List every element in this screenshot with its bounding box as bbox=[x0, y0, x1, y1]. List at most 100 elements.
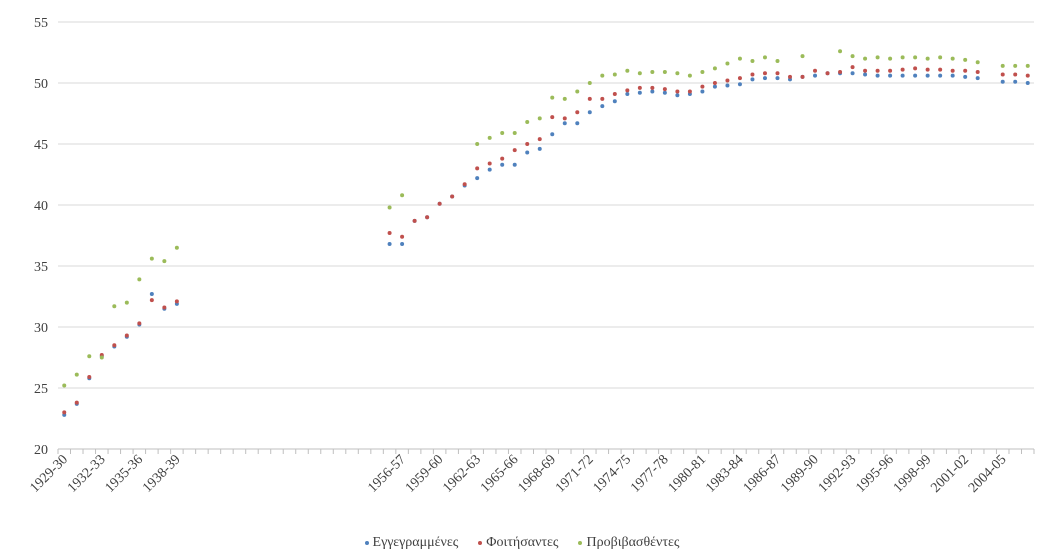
data-point bbox=[137, 277, 142, 282]
legend-label-promoted: Προβιβασθέντες bbox=[586, 535, 680, 550]
data-point bbox=[1025, 73, 1030, 78]
y-tick-labels: 20 25 30 35 40 45 50 55 bbox=[34, 16, 48, 458]
data-point bbox=[888, 56, 893, 61]
legend-item-attended: Φοιτήσαντες bbox=[478, 535, 558, 551]
data-point bbox=[537, 137, 542, 142]
y-tick-label: 25 bbox=[34, 382, 48, 397]
data-point bbox=[838, 70, 843, 75]
data-point bbox=[87, 354, 92, 359]
x-tick-label: 1983-84 bbox=[703, 452, 747, 496]
data-point bbox=[550, 95, 555, 100]
data-point bbox=[825, 71, 830, 76]
data-point bbox=[537, 146, 542, 151]
data-point bbox=[712, 66, 717, 71]
data-point bbox=[675, 71, 680, 76]
legend-label-enrolled: Εγγεγραμμένες bbox=[372, 535, 459, 550]
data-point bbox=[99, 355, 104, 360]
legend: Εγγεγραμμένες Φοιτήσαντες Προβιβασθέντες bbox=[0, 532, 1044, 554]
data-point bbox=[562, 116, 567, 121]
data-point bbox=[387, 242, 392, 247]
data-point bbox=[913, 55, 918, 60]
y-tick-label: 20 bbox=[34, 443, 48, 458]
data-point bbox=[750, 59, 755, 64]
data-point bbox=[838, 49, 843, 54]
x-tick-label: 1962-63 bbox=[440, 452, 484, 496]
data-point bbox=[875, 73, 880, 78]
data-point bbox=[487, 161, 492, 166]
data-point bbox=[149, 298, 154, 303]
data-point bbox=[612, 72, 617, 77]
data-point bbox=[1000, 72, 1005, 77]
data-point bbox=[938, 67, 943, 72]
data-point bbox=[875, 55, 880, 60]
data-point bbox=[174, 245, 179, 250]
data-point bbox=[500, 131, 505, 136]
data-point bbox=[750, 77, 755, 82]
data-point bbox=[587, 96, 592, 101]
data-point bbox=[612, 99, 617, 104]
data-point bbox=[662, 70, 667, 75]
x-tick-label: 1992-93 bbox=[816, 452, 860, 496]
data-point bbox=[888, 68, 893, 73]
data-point bbox=[575, 89, 580, 94]
data-point bbox=[775, 71, 780, 76]
data-point bbox=[600, 96, 605, 101]
data-point bbox=[462, 182, 467, 187]
data-point bbox=[1000, 79, 1005, 84]
x-tick-label: 1971-72 bbox=[553, 452, 597, 496]
data-point bbox=[813, 73, 818, 78]
data-point bbox=[525, 150, 530, 155]
data-point bbox=[500, 156, 505, 161]
data-point bbox=[737, 82, 742, 87]
data-point bbox=[137, 321, 142, 326]
y-tick-label: 50 bbox=[34, 77, 48, 92]
legend-item-promoted: Προβιβασθέντες bbox=[578, 535, 679, 551]
legend-marker-enrolled-icon bbox=[364, 541, 369, 545]
data-point bbox=[1013, 72, 1018, 77]
data-point bbox=[500, 162, 505, 167]
legend-item-enrolled: Εγγεγραμμένες bbox=[364, 535, 459, 551]
data-point bbox=[850, 54, 855, 59]
data-point bbox=[650, 70, 655, 75]
x-tick-label: 1956-57 bbox=[365, 452, 409, 496]
x-tick-label: 1968-69 bbox=[515, 452, 559, 496]
x-tick-label: 1977-78 bbox=[628, 452, 672, 496]
data-point bbox=[913, 73, 918, 78]
data-points bbox=[62, 49, 1030, 417]
data-point bbox=[900, 67, 905, 72]
data-point bbox=[87, 375, 92, 380]
data-point bbox=[687, 89, 692, 94]
data-point bbox=[863, 72, 868, 77]
data-point bbox=[863, 56, 868, 61]
data-point bbox=[1000, 63, 1005, 68]
x-tick-label: 1974-75 bbox=[591, 452, 635, 496]
data-point bbox=[475, 176, 480, 181]
data-point bbox=[963, 57, 968, 62]
data-point bbox=[1013, 79, 1018, 84]
data-point bbox=[124, 333, 129, 338]
data-point bbox=[562, 96, 567, 101]
data-point bbox=[675, 93, 680, 98]
data-point bbox=[800, 74, 805, 79]
data-point bbox=[700, 84, 705, 89]
data-point bbox=[850, 65, 855, 70]
data-point bbox=[475, 142, 480, 146]
gridlines bbox=[58, 21, 1034, 389]
data-point bbox=[938, 55, 943, 60]
data-point bbox=[625, 91, 630, 96]
data-point bbox=[950, 56, 955, 61]
data-point bbox=[612, 91, 617, 96]
x-tick-label: 1932-33 bbox=[65, 452, 109, 496]
data-point bbox=[737, 76, 742, 81]
data-point bbox=[712, 84, 717, 89]
data-point bbox=[637, 71, 642, 76]
data-point bbox=[637, 85, 642, 90]
data-point bbox=[762, 71, 767, 76]
data-point bbox=[487, 167, 492, 172]
x-tick-label: 1965-66 bbox=[478, 452, 522, 496]
data-point bbox=[975, 76, 980, 81]
data-point bbox=[512, 148, 517, 153]
data-point bbox=[112, 343, 117, 348]
